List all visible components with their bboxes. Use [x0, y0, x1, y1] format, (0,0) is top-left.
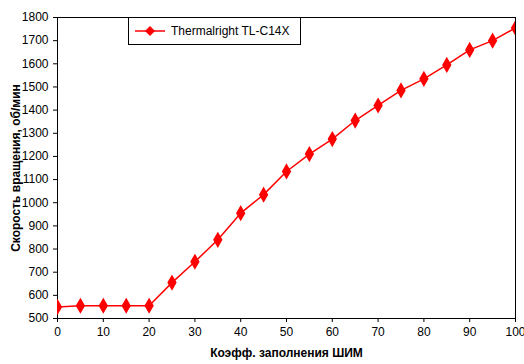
- svg-text:60: 60: [326, 325, 340, 339]
- svg-text:10: 10: [97, 325, 111, 339]
- html-text:Thermalright TL-C14X: Thermalright TL-C14X: [171, 24, 290, 38]
- svg-text:1200: 1200: [22, 149, 49, 163]
- svg-text:1000: 1000: [22, 196, 49, 210]
- svg-text:80: 80: [417, 325, 431, 339]
- svg-text:0: 0: [54, 325, 61, 339]
- svg-text:800: 800: [28, 242, 48, 256]
- svg-text:30: 30: [188, 325, 202, 339]
- svg-text:1800: 1800: [22, 10, 49, 24]
- svg-text:50: 50: [280, 325, 294, 339]
- svg-text:1500: 1500: [22, 80, 49, 94]
- svg-text:Скорость вращения, об/мин: Скорость вращения, об/мин: [9, 84, 23, 252]
- svg-text:70: 70: [371, 325, 385, 339]
- svg-text:90: 90: [463, 325, 477, 339]
- svg-text:1600: 1600: [22, 57, 49, 71]
- svg-text:40: 40: [234, 325, 248, 339]
- svg-text:1400: 1400: [22, 103, 49, 117]
- svg-text:Коэфф. заполнения ШИМ: Коэфф. заполнения ШИМ: [210, 346, 363, 360]
- svg-text:100: 100: [505, 325, 524, 339]
- svg-text:600: 600: [28, 288, 48, 302]
- svg-text:1100: 1100: [23, 172, 49, 186]
- svg-text:900: 900: [28, 219, 48, 233]
- svg-text:1300: 1300: [22, 126, 49, 140]
- svg-text:700: 700: [28, 265, 48, 279]
- svg-text:500: 500: [28, 311, 48, 325]
- svg-text:1700: 1700: [22, 33, 49, 47]
- svg-text:20: 20: [142, 325, 156, 339]
